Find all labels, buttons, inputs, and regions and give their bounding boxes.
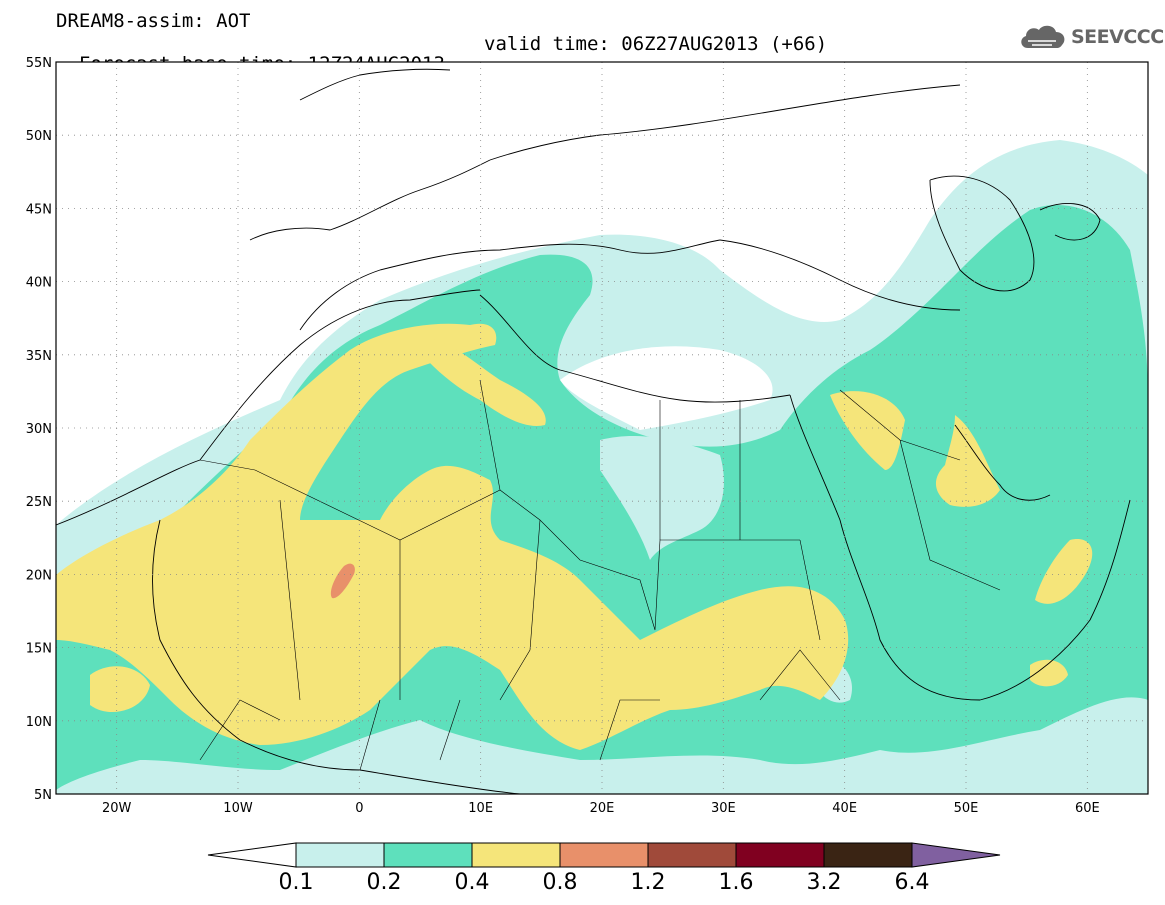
colorbar-level-label: 1.6 [719,870,754,895]
lat-tick-label: 10N [26,715,52,730]
colorbar-level-label: 0.2 [367,870,402,895]
colorbar-swatch [471,842,561,868]
logo-text: SEEVCCC [1071,26,1164,48]
country-borders [199,379,1001,771]
colorbar-level-label: 1.2 [631,870,666,895]
lat-tick-label: 25N [26,495,52,510]
lat-tick-label: 40N [26,276,52,291]
lat-tick-label: 55N [26,56,52,71]
lat-tick-label: 20N [26,568,52,583]
colorbar-swatch [647,842,737,868]
colorbar-swatch [295,842,385,868]
latitude-labels: 5N 10N 15N 20N 25N 30N 35N 40N 45N 50N 55N [26,56,52,803]
lon-tick-label: 50E [954,801,979,816]
coastlines [56,68,1131,794]
colorbar-under-arrow [207,842,297,868]
lat-tick-label: 35N [26,349,52,364]
cloud-icon [1021,25,1065,48]
lon-tick-label: 40E [832,801,857,816]
lon-tick-label: 0 [355,801,363,816]
aot-colorbar: 0.1 0.2 0.4 0.8 1.2 1.6 3.2 6.4 [207,842,1001,895]
colorbar-over-arrow [911,842,1001,868]
lon-tick-label: 10E [468,801,493,816]
lon-tick-label: 10W [223,801,253,816]
colorbar-level-label: 3.2 [807,870,842,895]
colorbar-swatch [383,842,473,868]
lon-tick-label: 60E [1075,801,1100,816]
lat-tick-label: 50N [26,129,52,144]
seevccc-logo: SEEVCCC [1018,22,1164,52]
colorbar-level-label: 0.8 [543,870,578,895]
colorbar-level-label: 0.1 [279,870,314,895]
colorbar-swatch [559,842,649,868]
map-frame [55,61,1149,795]
lon-tick-label: 20E [590,801,615,816]
map-title: DREAM8-assim: AOT [56,10,251,32]
lon-tick-label: 20W [102,801,132,816]
lat-tick-label: 5N [34,788,52,803]
colorbar-level-label: 6.4 [895,870,930,895]
lat-tick-label: 15N [26,642,52,657]
colorbar-swatch [823,842,913,868]
lat-tick-label: 45N [26,202,52,217]
aot-contours [56,140,1148,794]
aot-level-0.4-area [56,323,849,750]
lat-tick-label: 30N [26,422,52,437]
lat-lon-grid [56,62,1148,794]
lon-tick-label: 30E [711,801,736,816]
longitude-labels: 20W 10W 0 10E 20E 30E 40E 50E 60E [102,801,1100,816]
valid-time: valid time: 06Z27AUG2013 (+66) [484,33,828,55]
colorbar-level-label: 0.4 [455,870,490,895]
aot-level-0.8-area [330,563,355,599]
colorbar-swatch [735,842,825,868]
